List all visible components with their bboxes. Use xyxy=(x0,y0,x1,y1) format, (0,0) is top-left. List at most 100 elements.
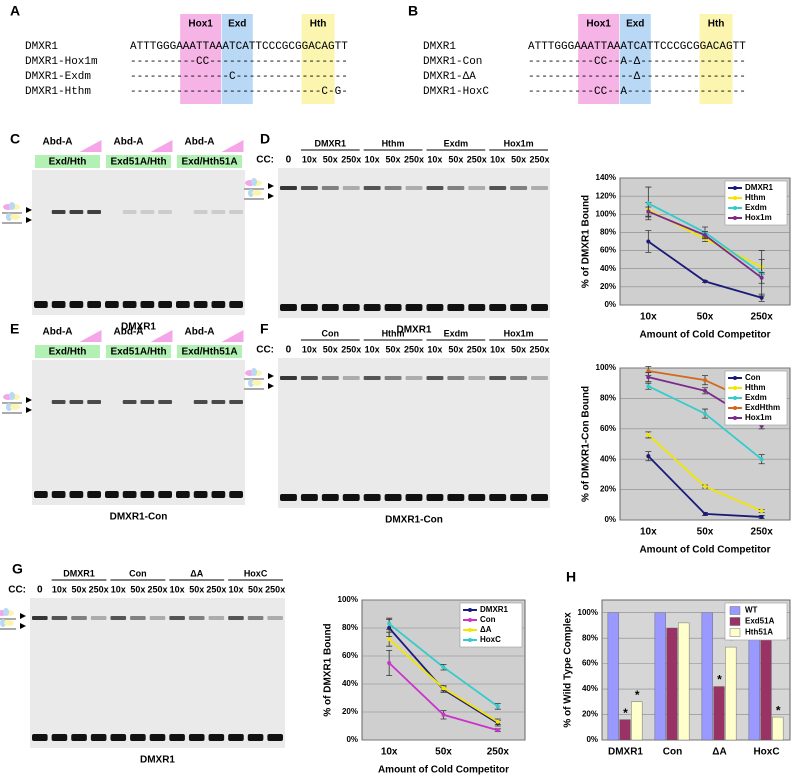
motif-box xyxy=(619,14,651,104)
free-probe-band xyxy=(468,494,486,501)
titration-wedge xyxy=(221,330,244,342)
gel-image xyxy=(32,360,245,505)
complex-label: Exd/Hth xyxy=(49,157,87,168)
complex-band xyxy=(468,376,486,380)
x-tick-label: 50x xyxy=(435,747,452,758)
lane-label: 50x xyxy=(72,584,87,594)
band-arrow xyxy=(20,613,26,619)
lane-label: 10x xyxy=(170,584,185,594)
lane-label: 250x xyxy=(467,154,487,164)
complex-band xyxy=(280,376,297,380)
y-tick-label: 80% xyxy=(582,633,598,642)
data-point xyxy=(759,508,764,513)
protein-label: Abd-A xyxy=(43,327,73,338)
lane-label: 250x xyxy=(265,584,285,594)
competitor-label: Con xyxy=(129,568,147,578)
y-tick-label: 20% xyxy=(600,282,616,291)
complex-band xyxy=(158,210,172,214)
complex-band xyxy=(384,186,402,190)
legend-swatch xyxy=(729,617,741,626)
free-probe-band xyxy=(384,494,402,501)
competitor-label: DMXR1 xyxy=(63,568,95,578)
band-arrow xyxy=(268,383,274,389)
legend-label: Hox1m xyxy=(745,413,772,422)
free-probe-band xyxy=(363,304,381,311)
y-tick-label: 20% xyxy=(342,707,358,716)
competitor-label: ΔA xyxy=(190,568,203,578)
complex-band xyxy=(229,210,243,214)
competitor-label: Hox1m xyxy=(504,328,534,338)
legend-label: ExdHthm xyxy=(745,403,780,412)
panel-letter: B xyxy=(408,3,418,19)
free-probe-band xyxy=(158,491,172,498)
legend-label: ΔA xyxy=(480,625,492,634)
free-probe-band xyxy=(51,301,66,308)
lane-label: 50x xyxy=(323,154,338,164)
sequence-name: DMXR1-Hthm xyxy=(25,86,91,98)
dna-icon xyxy=(244,198,264,200)
x-axis-label: Amount of Cold Competitor xyxy=(639,330,770,341)
sequence-name: DMXR1 xyxy=(25,41,58,53)
free-probe-band xyxy=(426,494,444,501)
free-probe-band xyxy=(122,301,137,308)
x-tick-label: 250x xyxy=(751,312,774,323)
complex-band xyxy=(69,210,84,214)
y-tick-label: 100% xyxy=(338,595,358,604)
free-probe-band xyxy=(69,301,84,308)
data-point xyxy=(646,375,651,380)
x-tick-label: 10x xyxy=(640,312,657,323)
complex-band xyxy=(193,210,208,214)
complex-label: Exd/Hth51A xyxy=(181,157,237,168)
motif-box xyxy=(301,14,335,104)
lane-label: 10x xyxy=(302,344,317,354)
free-probe-band xyxy=(122,491,137,498)
x-tick-label: 50x xyxy=(697,527,714,538)
free-probe-band xyxy=(211,491,226,498)
lane-label: 10x xyxy=(52,584,67,594)
legend-marker xyxy=(733,206,737,210)
data-point xyxy=(703,511,707,516)
complex-band xyxy=(468,186,486,190)
band-arrow xyxy=(26,217,32,223)
bar xyxy=(725,646,737,741)
legend-label: Hth51A xyxy=(745,628,773,637)
x-tick-label: ΔA xyxy=(712,747,726,758)
lane-label: 250x xyxy=(147,584,167,594)
free-probe-band xyxy=(176,491,190,498)
complex-band xyxy=(300,376,318,380)
free-probe-band xyxy=(90,734,107,741)
free-probe-band xyxy=(447,494,465,501)
y-tick-label: 120% xyxy=(596,191,616,200)
complex-band xyxy=(426,186,444,190)
free-probe-band xyxy=(105,491,119,498)
motif-box xyxy=(578,14,620,104)
bar xyxy=(666,627,678,741)
band-arrow xyxy=(26,407,32,413)
y-tick-label: 60% xyxy=(342,651,358,660)
data-point xyxy=(646,239,651,244)
motif-box xyxy=(699,14,733,104)
lane-label: 50x xyxy=(248,584,263,594)
data-point xyxy=(759,275,764,280)
free-probe-band xyxy=(280,494,297,501)
legend-swatch xyxy=(729,606,741,615)
complex-icon xyxy=(10,404,20,410)
motif-box xyxy=(180,14,222,104)
data-point xyxy=(703,233,707,238)
competitor-label: DMXR1 xyxy=(315,138,347,148)
legend-marker xyxy=(733,196,737,200)
complex-bar xyxy=(106,345,171,358)
complex-band xyxy=(531,186,548,190)
competitor-label: Hox1m xyxy=(504,138,534,148)
complex-band xyxy=(69,400,84,404)
free-probe-band xyxy=(531,494,548,501)
legend-marker xyxy=(733,416,737,420)
titration-wedge xyxy=(150,140,173,152)
competitor-label: Con xyxy=(322,328,340,338)
data-point xyxy=(703,388,707,393)
complex-icon xyxy=(9,392,15,400)
legend-marker xyxy=(468,608,472,612)
y-tick-label: 40% xyxy=(342,679,358,688)
lane-label: 250x xyxy=(341,344,361,354)
